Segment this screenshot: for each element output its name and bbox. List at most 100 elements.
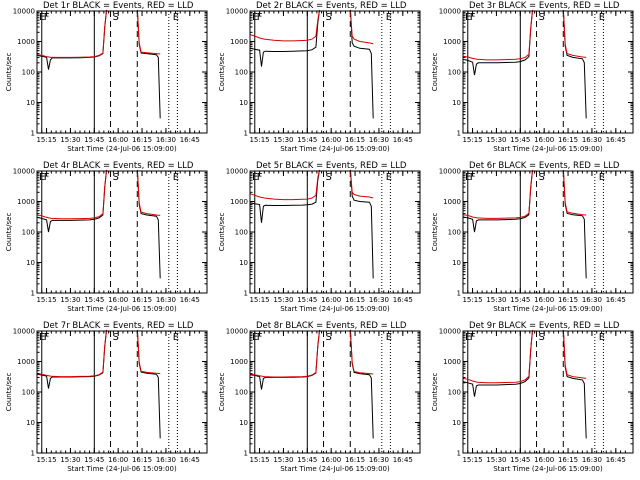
x-tick-label: 16:45 [606, 136, 626, 144]
x-tick-label: 15:30 [273, 296, 293, 304]
y-tick-label: 1000 [443, 358, 461, 366]
lld-series-line [250, 170, 374, 201]
x-tick-label: 16:15 [345, 136, 365, 144]
x-tick-label: 16:15 [345, 456, 365, 464]
panel-title: Det 2r BLACK = Events, RED = LLD [256, 1, 407, 11]
x-tick-label: 16:00 [108, 136, 128, 144]
detector-panel-1: Det 1r BLACK = Events, RED = LLD E F S E 1 10 1… [0, 0, 213, 160]
y-tick-label: 1 [31, 450, 35, 458]
x-tick-label: 16:00 [108, 296, 128, 304]
event-flag-3: S [539, 172, 545, 183]
y-axis-label: Counts/sec [431, 53, 439, 92]
x-tick-label: 16:45 [180, 456, 200, 464]
y-tick-label: 1 [457, 290, 461, 298]
y-tick-label: 10 [26, 419, 35, 427]
detector-panel-3: Det 3r BLACK = Events, RED = LLD E F S E 1 10 1… [426, 0, 639, 160]
event-flag-1: E [39, 12, 45, 23]
x-tick-label: 15:30 [486, 456, 506, 464]
event-flag-1: E [465, 332, 471, 343]
event-flag-2: F [257, 172, 263, 183]
x-axis-label: Start Time (24-Jul-06 15:09:00) [493, 305, 603, 313]
event-flag-3: S [113, 172, 119, 183]
lld-series-line [250, 10, 374, 45]
event-flag-4: E [173, 172, 179, 183]
x-tick-label: 15:45 [510, 136, 530, 144]
y-tick-label: 10 [26, 259, 35, 267]
y-tick-label: 100 [22, 229, 35, 237]
panel-title: Det 5r BLACK = Events, RED = LLD [256, 161, 407, 171]
panel-title: Det 8r BLACK = Events, RED = LLD [256, 321, 407, 331]
event-flag-1: E [465, 12, 471, 23]
y-tick-label: 1000 [17, 358, 35, 366]
plot-frame [36, 330, 208, 454]
panel-title: Det 9r BLACK = Events, RED = LLD [469, 321, 620, 331]
y-tick-label: 100 [448, 69, 461, 77]
y-tick-label: 100 [235, 229, 248, 237]
y-tick-label: 10 [26, 99, 35, 107]
y-axis-label: Counts/sec [5, 213, 13, 252]
event-flag-2: F [257, 12, 263, 23]
y-tick-label: 1 [457, 450, 461, 458]
event-flag-4: E [386, 172, 392, 183]
event-flag-2: F [257, 332, 263, 343]
x-tick-label: 15:30 [273, 136, 293, 144]
y-tick-label: 100 [22, 69, 35, 77]
x-tick-label: 16:45 [180, 296, 200, 304]
events-series-line [250, 330, 374, 439]
lld-series-line [250, 330, 374, 378]
x-tick-label: 16:15 [132, 296, 152, 304]
event-flag-1: E [465, 172, 471, 183]
event-flag-1: E [252, 332, 258, 343]
y-axis-label: Counts/sec [218, 213, 226, 252]
events-series-line [37, 170, 161, 279]
x-axis-label: Start Time (24-Jul-06 15:09:00) [67, 465, 177, 473]
x-axis-label: Start Time (24-Jul-06 15:09:00) [67, 145, 177, 153]
x-tick-label: 15:15 [36, 296, 56, 304]
events-series-line [250, 10, 374, 119]
x-tick-label: 16:15 [558, 296, 578, 304]
x-tick-label: 16:45 [606, 456, 626, 464]
x-tick-label: 15:15 [249, 456, 269, 464]
event-flag-4: E [386, 12, 392, 23]
x-tick-label: 16:00 [534, 296, 554, 304]
plot-frame [462, 10, 634, 134]
y-axis-label: Counts/sec [218, 53, 226, 92]
panel-title: Det 6r BLACK = Events, RED = LLD [469, 161, 620, 171]
x-tick-label: 16:30 [369, 456, 389, 464]
y-tick-label: 10000 [13, 168, 35, 176]
panel-title: Det 7r BLACK = Events, RED = LLD [43, 321, 194, 331]
lld-series-line [463, 10, 587, 61]
y-tick-label: 1 [244, 450, 248, 458]
x-tick-label: 15:15 [36, 136, 56, 144]
x-tick-label: 15:30 [273, 456, 293, 464]
y-tick-label: 10000 [226, 8, 248, 16]
event-flag-2: F [470, 332, 476, 343]
x-axis-label: Start Time (24-Jul-06 15:09:00) [280, 305, 390, 313]
x-tick-label: 15:15 [36, 456, 56, 464]
x-tick-label: 16:00 [534, 136, 554, 144]
event-flag-3: S [326, 332, 332, 343]
x-tick-label: 15:45 [510, 456, 530, 464]
event-flag-4: E [173, 332, 179, 343]
detector-panel-2: Det 2r BLACK = Events, RED = LLD E F S E 1 10 1… [213, 0, 426, 160]
x-tick-label: 15:15 [249, 136, 269, 144]
x-tick-label: 16:15 [345, 296, 365, 304]
detector-panel-7: Det 7r BLACK = Events, RED = LLD E F S E 1 10 1… [0, 320, 213, 480]
y-tick-label: 100 [235, 69, 248, 77]
plot-frame [462, 330, 634, 454]
events-series-line [250, 170, 374, 279]
x-tick-label: 16:00 [108, 456, 128, 464]
detector-panel-9: Det 9r BLACK = Events, RED = LLD E F S E 1 10 1… [426, 320, 639, 480]
x-tick-label: 15:30 [60, 456, 80, 464]
x-axis-label: Start Time (24-Jul-06 15:09:00) [280, 145, 390, 153]
y-tick-label: 1 [31, 130, 35, 138]
detector-panel-8: Det 8r BLACK = Events, RED = LLD E F S E 1 10 1… [213, 320, 426, 480]
y-tick-label: 10000 [13, 328, 35, 336]
lld-series-line [37, 170, 161, 220]
